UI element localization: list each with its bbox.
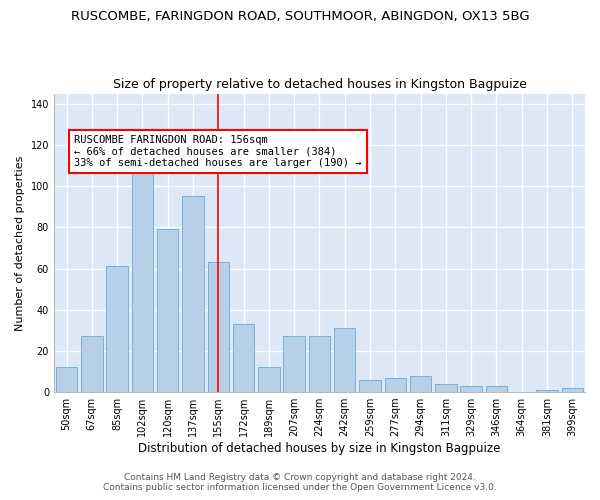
- Bar: [233, 324, 254, 392]
- Bar: [56, 368, 77, 392]
- Bar: [334, 328, 355, 392]
- Bar: [182, 196, 204, 392]
- Bar: [562, 388, 583, 392]
- Bar: [486, 386, 507, 392]
- Bar: [283, 336, 305, 392]
- Text: Contains HM Land Registry data © Crown copyright and database right 2024.: Contains HM Land Registry data © Crown c…: [124, 474, 476, 482]
- Bar: [131, 160, 153, 392]
- Bar: [536, 390, 558, 392]
- Bar: [157, 230, 178, 392]
- Title: Size of property relative to detached houses in Kingston Bagpuize: Size of property relative to detached ho…: [113, 78, 526, 91]
- Y-axis label: Number of detached properties: Number of detached properties: [15, 155, 25, 330]
- X-axis label: Distribution of detached houses by size in Kingston Bagpuize: Distribution of detached houses by size …: [138, 442, 500, 455]
- Bar: [359, 380, 381, 392]
- Text: Contains public sector information licensed under the Open Government Licence v3: Contains public sector information licen…: [103, 484, 497, 492]
- Bar: [385, 378, 406, 392]
- Bar: [258, 368, 280, 392]
- Bar: [410, 376, 431, 392]
- Bar: [309, 336, 330, 392]
- Bar: [81, 336, 103, 392]
- Bar: [460, 386, 482, 392]
- Bar: [435, 384, 457, 392]
- Bar: [208, 262, 229, 392]
- Text: RUSCOMBE, FARINGDON ROAD, SOUTHMOOR, ABINGDON, OX13 5BG: RUSCOMBE, FARINGDON ROAD, SOUTHMOOR, ABI…: [71, 10, 529, 23]
- Text: RUSCOMBE FARINGDON ROAD: 156sqm
← 66% of detached houses are smaller (384)
33% o: RUSCOMBE FARINGDON ROAD: 156sqm ← 66% of…: [74, 134, 362, 168]
- Bar: [106, 266, 128, 392]
